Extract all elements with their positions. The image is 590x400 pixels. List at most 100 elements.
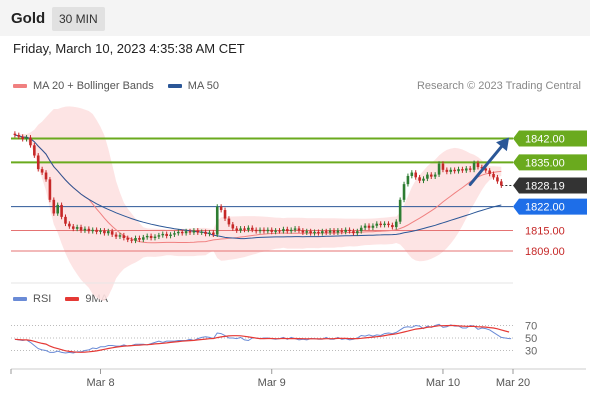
candle-body-33 xyxy=(142,237,145,240)
candle-body-22 xyxy=(99,230,102,232)
candle-body-2 xyxy=(21,136,24,140)
candle-body-55 xyxy=(227,218,231,225)
rsi-tick-label-1: 50 xyxy=(525,333,537,345)
candle-body-90 xyxy=(363,225,367,228)
candle-body-70 xyxy=(285,229,289,232)
candle-body-80 xyxy=(324,231,328,233)
legend-item-ma20-bb: MA 20 + Bollinger Bands xyxy=(13,80,154,92)
level-tag-label-0: 1842.00 xyxy=(525,133,565,145)
candle-body-54 xyxy=(223,210,227,219)
candle-body-56 xyxy=(231,224,235,229)
candle-body-16 xyxy=(75,227,79,229)
candle-body-37 xyxy=(157,235,161,237)
candle-body-48 xyxy=(200,231,203,233)
candle-body-42 xyxy=(177,231,180,234)
candle-body-43 xyxy=(180,231,184,234)
candle-body-23 xyxy=(103,230,106,234)
x-tick-label-3: Mar 20 xyxy=(496,377,530,389)
candle-body-0 xyxy=(13,133,17,136)
candle-body-119 xyxy=(476,163,480,168)
candle-body-108 xyxy=(433,174,437,177)
candle-body-11 xyxy=(56,204,59,214)
candle-body-32 xyxy=(138,238,141,240)
candle-body-6 xyxy=(36,155,40,170)
candle-body-36 xyxy=(153,236,157,238)
candle-body-20 xyxy=(91,229,95,232)
candle-body-31 xyxy=(134,238,137,241)
candle-body-113 xyxy=(453,169,456,172)
candle-body-9 xyxy=(48,179,52,200)
candle-body-1 xyxy=(17,135,21,137)
candle-body-5 xyxy=(33,145,36,156)
candle-body-67 xyxy=(274,230,277,232)
candle-body-73 xyxy=(297,228,301,231)
candle-body-10 xyxy=(52,199,56,214)
candle-body-104 xyxy=(418,177,421,181)
candle-body-17 xyxy=(79,227,83,231)
candle-body-58 xyxy=(239,228,242,231)
candle-body-68 xyxy=(278,230,281,232)
candle-body-19 xyxy=(87,228,91,232)
candle-body-123 xyxy=(492,173,495,178)
x-tick-label-0: Mar 8 xyxy=(86,377,114,389)
candle-body-85 xyxy=(344,229,347,232)
level-tag-label-4: 1815.00 xyxy=(525,226,565,238)
candle-body-7 xyxy=(40,169,44,173)
rsi-tick-label-0: 70 xyxy=(525,321,537,333)
candle-body-112 xyxy=(449,169,453,172)
level-tag-bg-0 xyxy=(513,130,587,147)
candle-body-63 xyxy=(258,229,262,232)
candle-body-60 xyxy=(247,227,250,230)
candle-body-38 xyxy=(161,233,165,236)
candle-body-3 xyxy=(25,137,28,140)
candle-body-103 xyxy=(414,172,418,178)
candle-body-59 xyxy=(243,228,246,230)
candle-body-87 xyxy=(352,231,355,234)
candle-body-28 xyxy=(122,235,126,238)
legend-swatch-9ma xyxy=(65,297,80,301)
candle-body-117 xyxy=(468,168,472,170)
candle-body-89 xyxy=(359,227,363,232)
candle-body-92 xyxy=(371,225,375,228)
candle-body-39 xyxy=(165,233,168,236)
level-tag-label-1: 1835.00 xyxy=(525,157,565,169)
timeframe-badge[interactable]: 30 MIN xyxy=(52,7,105,31)
candle-body-45 xyxy=(188,231,192,233)
candle-body-29 xyxy=(126,238,130,240)
candle-body-66 xyxy=(270,229,274,232)
candle-body-64 xyxy=(262,229,266,232)
rsi-series-1 xyxy=(14,324,510,353)
candle-body-53 xyxy=(219,206,223,211)
credit-text: Research © 2023 Trading Central xyxy=(416,80,581,92)
candle-body-50 xyxy=(208,232,211,234)
candle-body-8 xyxy=(44,172,48,180)
candle-body-65 xyxy=(266,229,270,232)
candle-body-118 xyxy=(472,163,476,170)
timestamp: Friday, March 10, 2023 4:35:38 AM CET xyxy=(13,41,245,56)
candle-body-57 xyxy=(235,228,239,231)
candle-body-25 xyxy=(110,231,114,235)
candle-body-71 xyxy=(289,229,293,232)
candle-body-84 xyxy=(340,230,344,232)
candle-body-101 xyxy=(406,175,410,185)
legend-label-rsi: RSI xyxy=(33,293,52,305)
candle-body-115 xyxy=(461,169,464,171)
candle-body-88 xyxy=(356,231,359,234)
chart-header: Gold 30 MIN xyxy=(0,0,590,36)
candle-body-100 xyxy=(402,184,406,200)
candle-body-81 xyxy=(328,230,332,233)
forecast-arrow-shaft xyxy=(468,141,506,186)
candle-body-30 xyxy=(130,239,133,241)
candle-body-75 xyxy=(305,231,309,233)
candle-body-61 xyxy=(250,227,254,230)
candle-body-94 xyxy=(379,223,382,226)
candle-body-51 xyxy=(212,232,215,235)
candle-body-121 xyxy=(484,168,488,171)
candle-body-26 xyxy=(114,234,118,237)
candle-body-49 xyxy=(204,231,207,234)
candle-body-76 xyxy=(309,231,312,234)
candle-body-122 xyxy=(488,170,491,174)
rsi-tick-label-2: 30 xyxy=(525,346,537,358)
candle-body-27 xyxy=(118,235,122,237)
